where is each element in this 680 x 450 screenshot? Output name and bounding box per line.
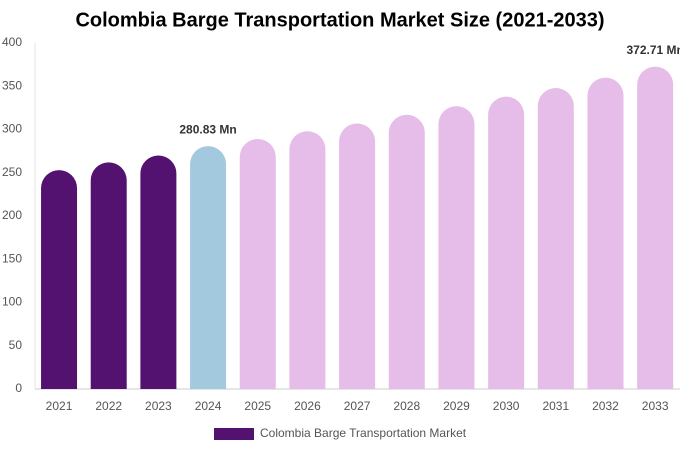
- legend-label: Colombia Barge Transportation Market: [260, 426, 467, 440]
- y-tick-label: 150: [2, 251, 22, 265]
- x-tick-label: 2022: [95, 399, 122, 413]
- x-tick-label: 2024: [195, 399, 222, 413]
- x-tick-label: 2027: [344, 399, 371, 413]
- y-tick-label: 250: [2, 165, 22, 179]
- bar: [488, 96, 525, 390]
- x-tick-label: 2033: [642, 399, 669, 413]
- bar: [339, 123, 376, 389]
- data-label: 280.83 Mn: [179, 122, 236, 136]
- x-tick-label: 2025: [244, 399, 271, 413]
- bar: [438, 106, 475, 389]
- y-tick-label: 200: [2, 208, 22, 222]
- y-tick-label: 0: [15, 381, 22, 395]
- x-tick-label: 2021: [46, 399, 73, 413]
- x-tick-label: 2023: [145, 399, 172, 413]
- chart-title: Colombia Barge Transportation Market Siz…: [75, 9, 604, 31]
- data-label: 372.71 Mn: [626, 43, 680, 57]
- y-tick-label: 50: [9, 338, 23, 352]
- bar: [239, 139, 276, 389]
- legend-swatch: [214, 428, 254, 440]
- x-tick-label: 2032: [592, 399, 619, 413]
- y-tick-label: 350: [2, 78, 22, 92]
- y-tick-label: 300: [2, 122, 22, 136]
- x-tick-label: 2028: [393, 399, 420, 413]
- bar: [90, 162, 127, 389]
- x-tick-label: 2030: [493, 399, 520, 413]
- bar: [537, 87, 574, 389]
- bar: [388, 114, 425, 390]
- x-tick-label: 2029: [443, 399, 470, 413]
- bar: [41, 170, 78, 389]
- bar: [637, 66, 674, 390]
- y-tick-label: 100: [2, 295, 22, 309]
- bar: [140, 155, 177, 389]
- bar: [289, 131, 326, 390]
- y-tick-label: 400: [2, 35, 22, 49]
- x-tick-label: 2026: [294, 399, 321, 413]
- x-tick-label: 2031: [542, 399, 569, 413]
- bar: [587, 77, 624, 389]
- bar: [190, 146, 227, 389]
